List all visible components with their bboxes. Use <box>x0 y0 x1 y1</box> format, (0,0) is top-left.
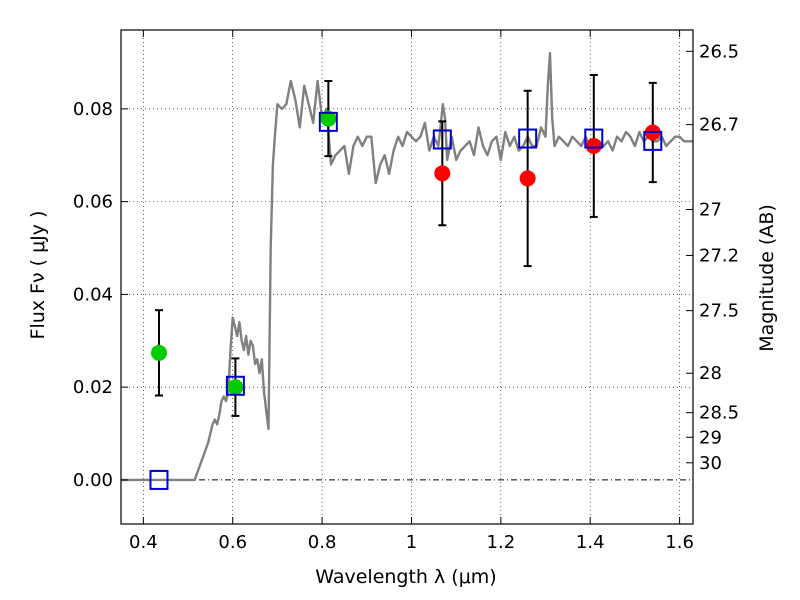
data-point <box>519 170 536 187</box>
grid-lines <box>121 30 693 524</box>
x-tick-label: 1.4 <box>576 532 605 553</box>
data-point <box>150 344 167 361</box>
data-point <box>434 165 451 182</box>
y2-axis-ticks: 26.5 26.7 27 27.2 27.5 28 28.5 29 30 <box>686 41 739 474</box>
model-square <box>149 469 169 490</box>
y2-tick-label: 26.5 <box>699 41 739 62</box>
y-axis-title: Flux Fν ( μJy ) <box>27 211 49 340</box>
x-axis-title: Wavelength λ (μm) <box>315 566 496 588</box>
y2-axis-title: Magnitude (AB) <box>756 204 778 352</box>
data-point <box>227 379 244 396</box>
plot-frame <box>120 29 694 525</box>
y-tick-label: 0.02 <box>73 377 113 398</box>
y2-tick-label: 29 <box>699 427 722 448</box>
x-tick-label: 0.8 <box>308 532 337 553</box>
y2-tick-label: 28.5 <box>699 403 739 424</box>
y-axis-ticks: 0.00 0.02 0.04 0.06 0.08 <box>73 99 128 491</box>
x-tick-label: 1 <box>406 532 417 553</box>
model-square <box>643 130 663 151</box>
model-square <box>432 129 452 150</box>
y-tick-label: 0.08 <box>73 99 113 120</box>
model-square <box>518 128 538 149</box>
y-tick-label: 0.04 <box>73 284 113 305</box>
x-axis-ticks: 0.4 0.6 0.8 1 1.2 1.4 1.6 <box>129 30 694 553</box>
x-tick-label: 1.6 <box>665 532 694 553</box>
y2-tick-label: 27.5 <box>699 301 739 322</box>
y2-tick-label: 27 <box>699 200 722 221</box>
x-tick-label: 0.4 <box>129 532 158 553</box>
y2-tick-label: 27.2 <box>699 245 739 266</box>
model-photometry-squares <box>149 111 663 490</box>
x-tick-label: 1.2 <box>487 532 516 553</box>
model-square <box>318 111 338 132</box>
y2-tick-label: 30 <box>699 453 722 474</box>
y2-tick-label: 28 <box>699 363 722 384</box>
x-tick-label: 0.6 <box>218 532 247 553</box>
model-square <box>584 128 604 149</box>
data-point <box>585 137 602 154</box>
y-tick-label: 0.00 <box>73 470 113 491</box>
photometry-points <box>150 110 661 396</box>
y2-tick-label: 26.7 <box>699 115 739 136</box>
model-square <box>225 375 245 396</box>
y-tick-label: 0.06 <box>73 192 113 213</box>
